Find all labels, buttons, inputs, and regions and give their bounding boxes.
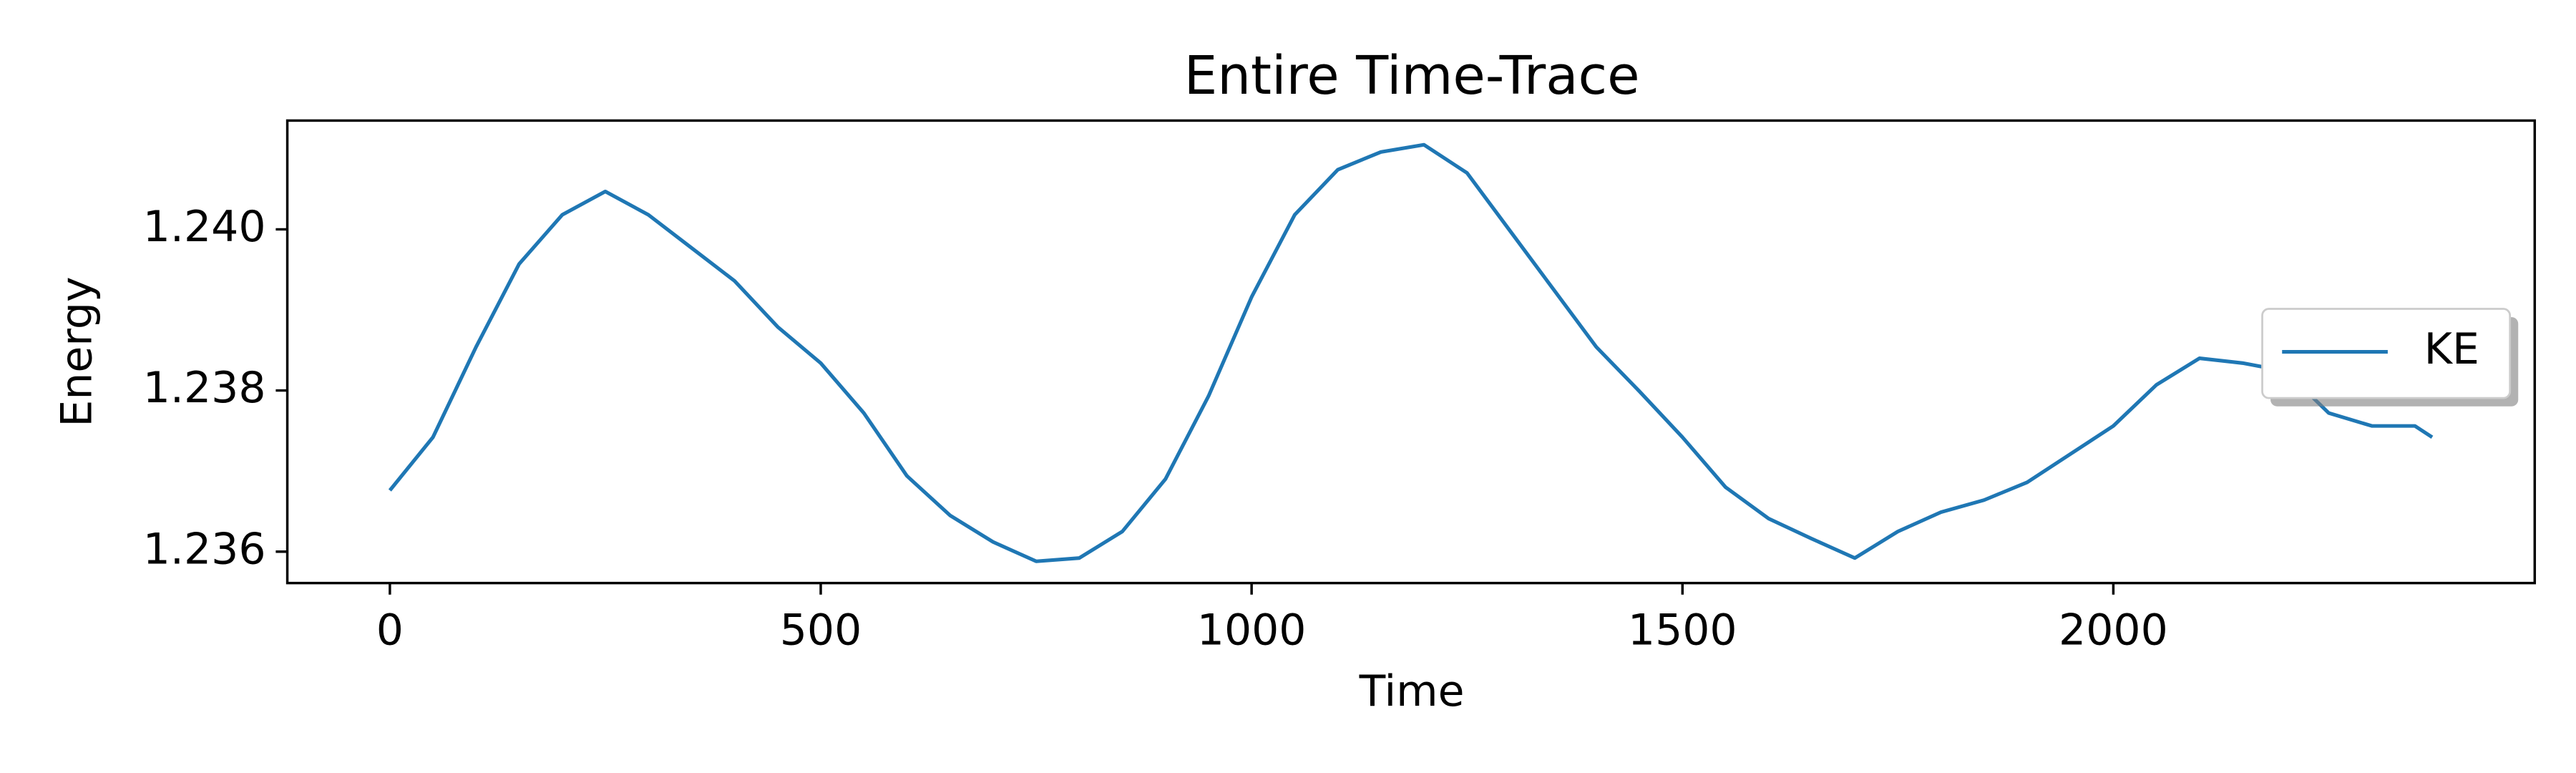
y-tick-label: 1.236 xyxy=(143,524,266,574)
y-tick-label: 1.238 xyxy=(143,363,266,413)
x-tick-label: 2000 xyxy=(2059,605,2168,655)
y-axis-label: Energy xyxy=(52,277,102,427)
line-series xyxy=(388,142,2434,563)
x-tick-label: 0 xyxy=(376,605,404,655)
x-axis-label: Time xyxy=(1359,666,1465,716)
y-tick-label: 1.240 xyxy=(143,202,266,252)
x-tick-label: 500 xyxy=(780,605,862,655)
legend-label: KE xyxy=(2424,324,2479,374)
plot-frame xyxy=(286,119,2537,585)
legend: KE xyxy=(2261,308,2519,407)
x-tick-label: 1500 xyxy=(1628,605,1737,655)
chart-title: Entire Time-Trace xyxy=(1184,45,1640,107)
x-tick-label: 1000 xyxy=(1197,605,1307,655)
